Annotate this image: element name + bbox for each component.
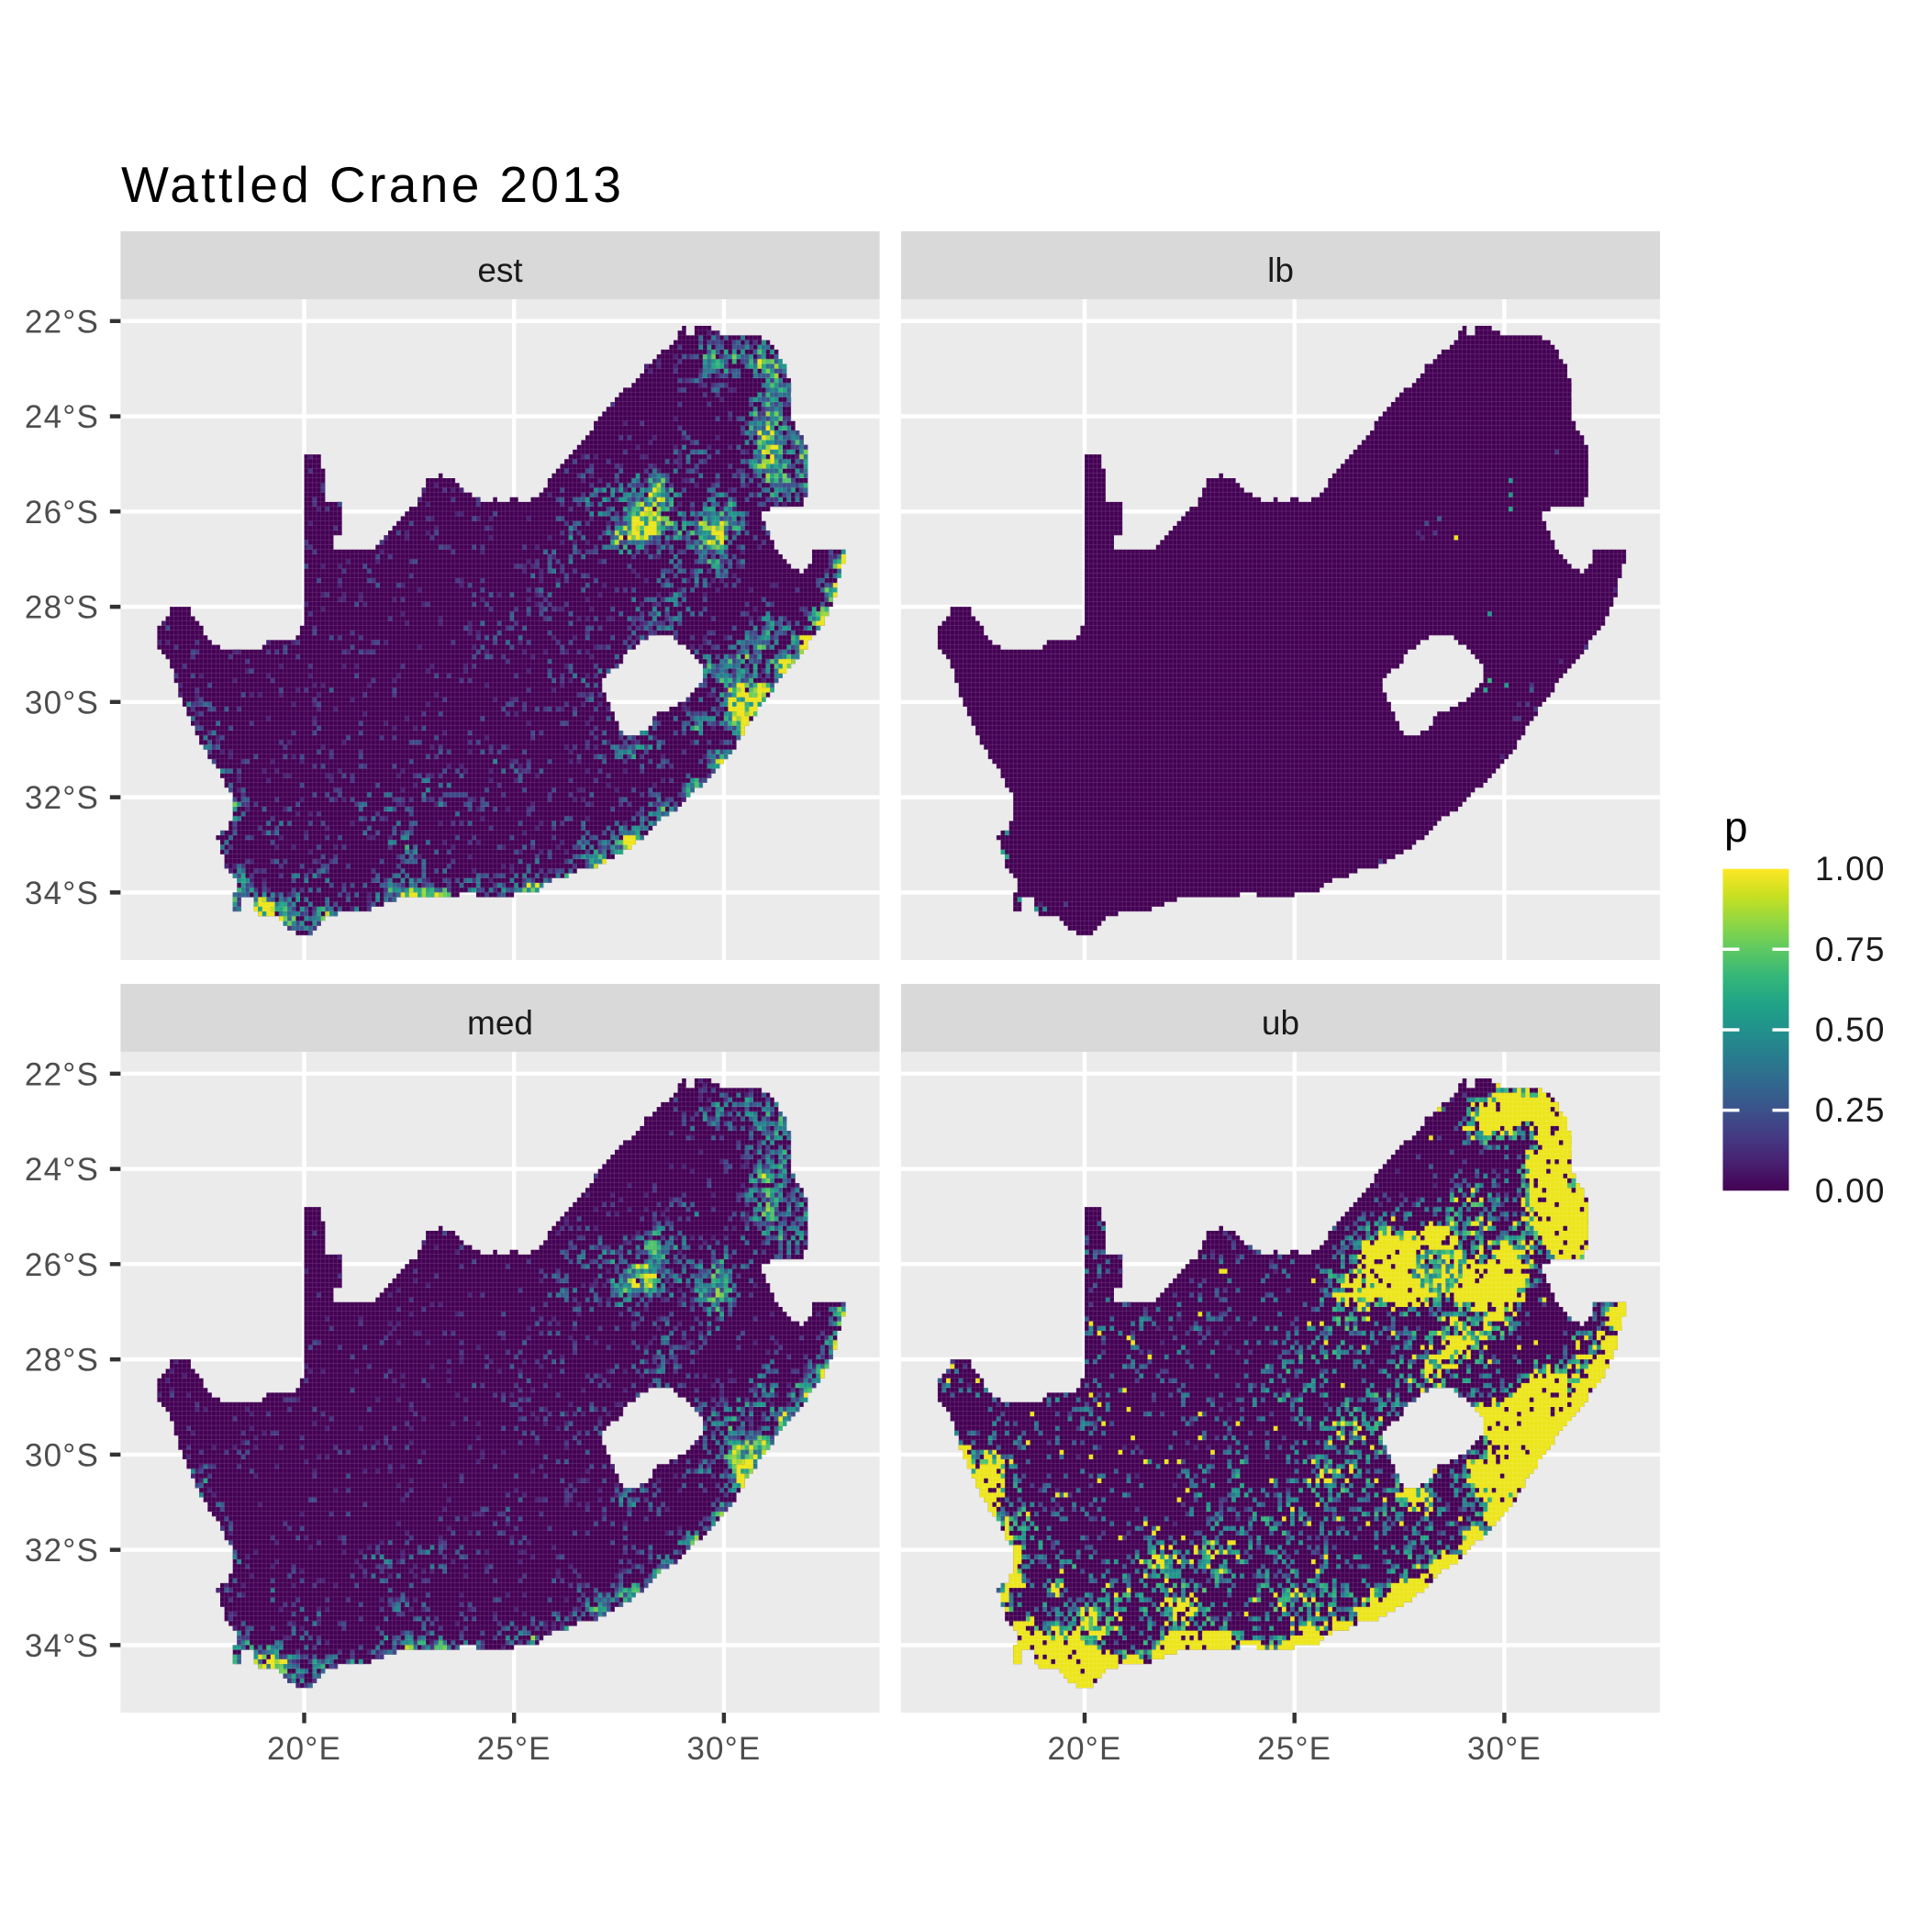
- svg-text:30°S: 30°S: [25, 685, 99, 720]
- svg-text:34°S: 34°S: [25, 876, 99, 911]
- svg-text:1.00: 1.00: [1815, 850, 1886, 888]
- svg-text:0.50: 0.50: [1815, 1011, 1886, 1049]
- svg-text:med: med: [467, 1004, 533, 1042]
- svg-text:30°E: 30°E: [686, 1731, 761, 1767]
- svg-text:0.00: 0.00: [1815, 1172, 1886, 1210]
- svg-text:25°E: 25°E: [1257, 1731, 1331, 1767]
- svg-text:22°S: 22°S: [25, 304, 99, 340]
- svg-text:30°E: 30°E: [1467, 1731, 1542, 1767]
- svg-text:26°S: 26°S: [25, 495, 99, 530]
- svg-text:p: p: [1724, 803, 1748, 851]
- svg-text:28°S: 28°S: [25, 590, 99, 626]
- svg-text:ub: ub: [1262, 1004, 1299, 1042]
- svg-text:22°S: 22°S: [25, 1056, 99, 1092]
- svg-text:20°E: 20°E: [1047, 1731, 1121, 1767]
- svg-text:Wattled Crane 2013: Wattled Crane 2013: [121, 156, 624, 213]
- svg-text:25°E: 25°E: [477, 1731, 551, 1767]
- svg-text:20°E: 20°E: [267, 1731, 341, 1767]
- svg-text:lb: lb: [1267, 251, 1294, 289]
- svg-text:0.25: 0.25: [1815, 1091, 1886, 1129]
- svg-text:24°S: 24°S: [25, 1152, 99, 1188]
- svg-text:32°S: 32°S: [25, 1533, 99, 1569]
- svg-text:0.75: 0.75: [1815, 931, 1886, 968]
- svg-text:28°S: 28°S: [25, 1343, 99, 1379]
- svg-text:34°S: 34°S: [25, 1628, 99, 1664]
- svg-text:30°S: 30°S: [25, 1437, 99, 1473]
- svg-text:32°S: 32°S: [25, 780, 99, 816]
- svg-text:est: est: [477, 251, 523, 289]
- svg-text:24°S: 24°S: [25, 399, 99, 435]
- svg-text:26°S: 26°S: [25, 1247, 99, 1283]
